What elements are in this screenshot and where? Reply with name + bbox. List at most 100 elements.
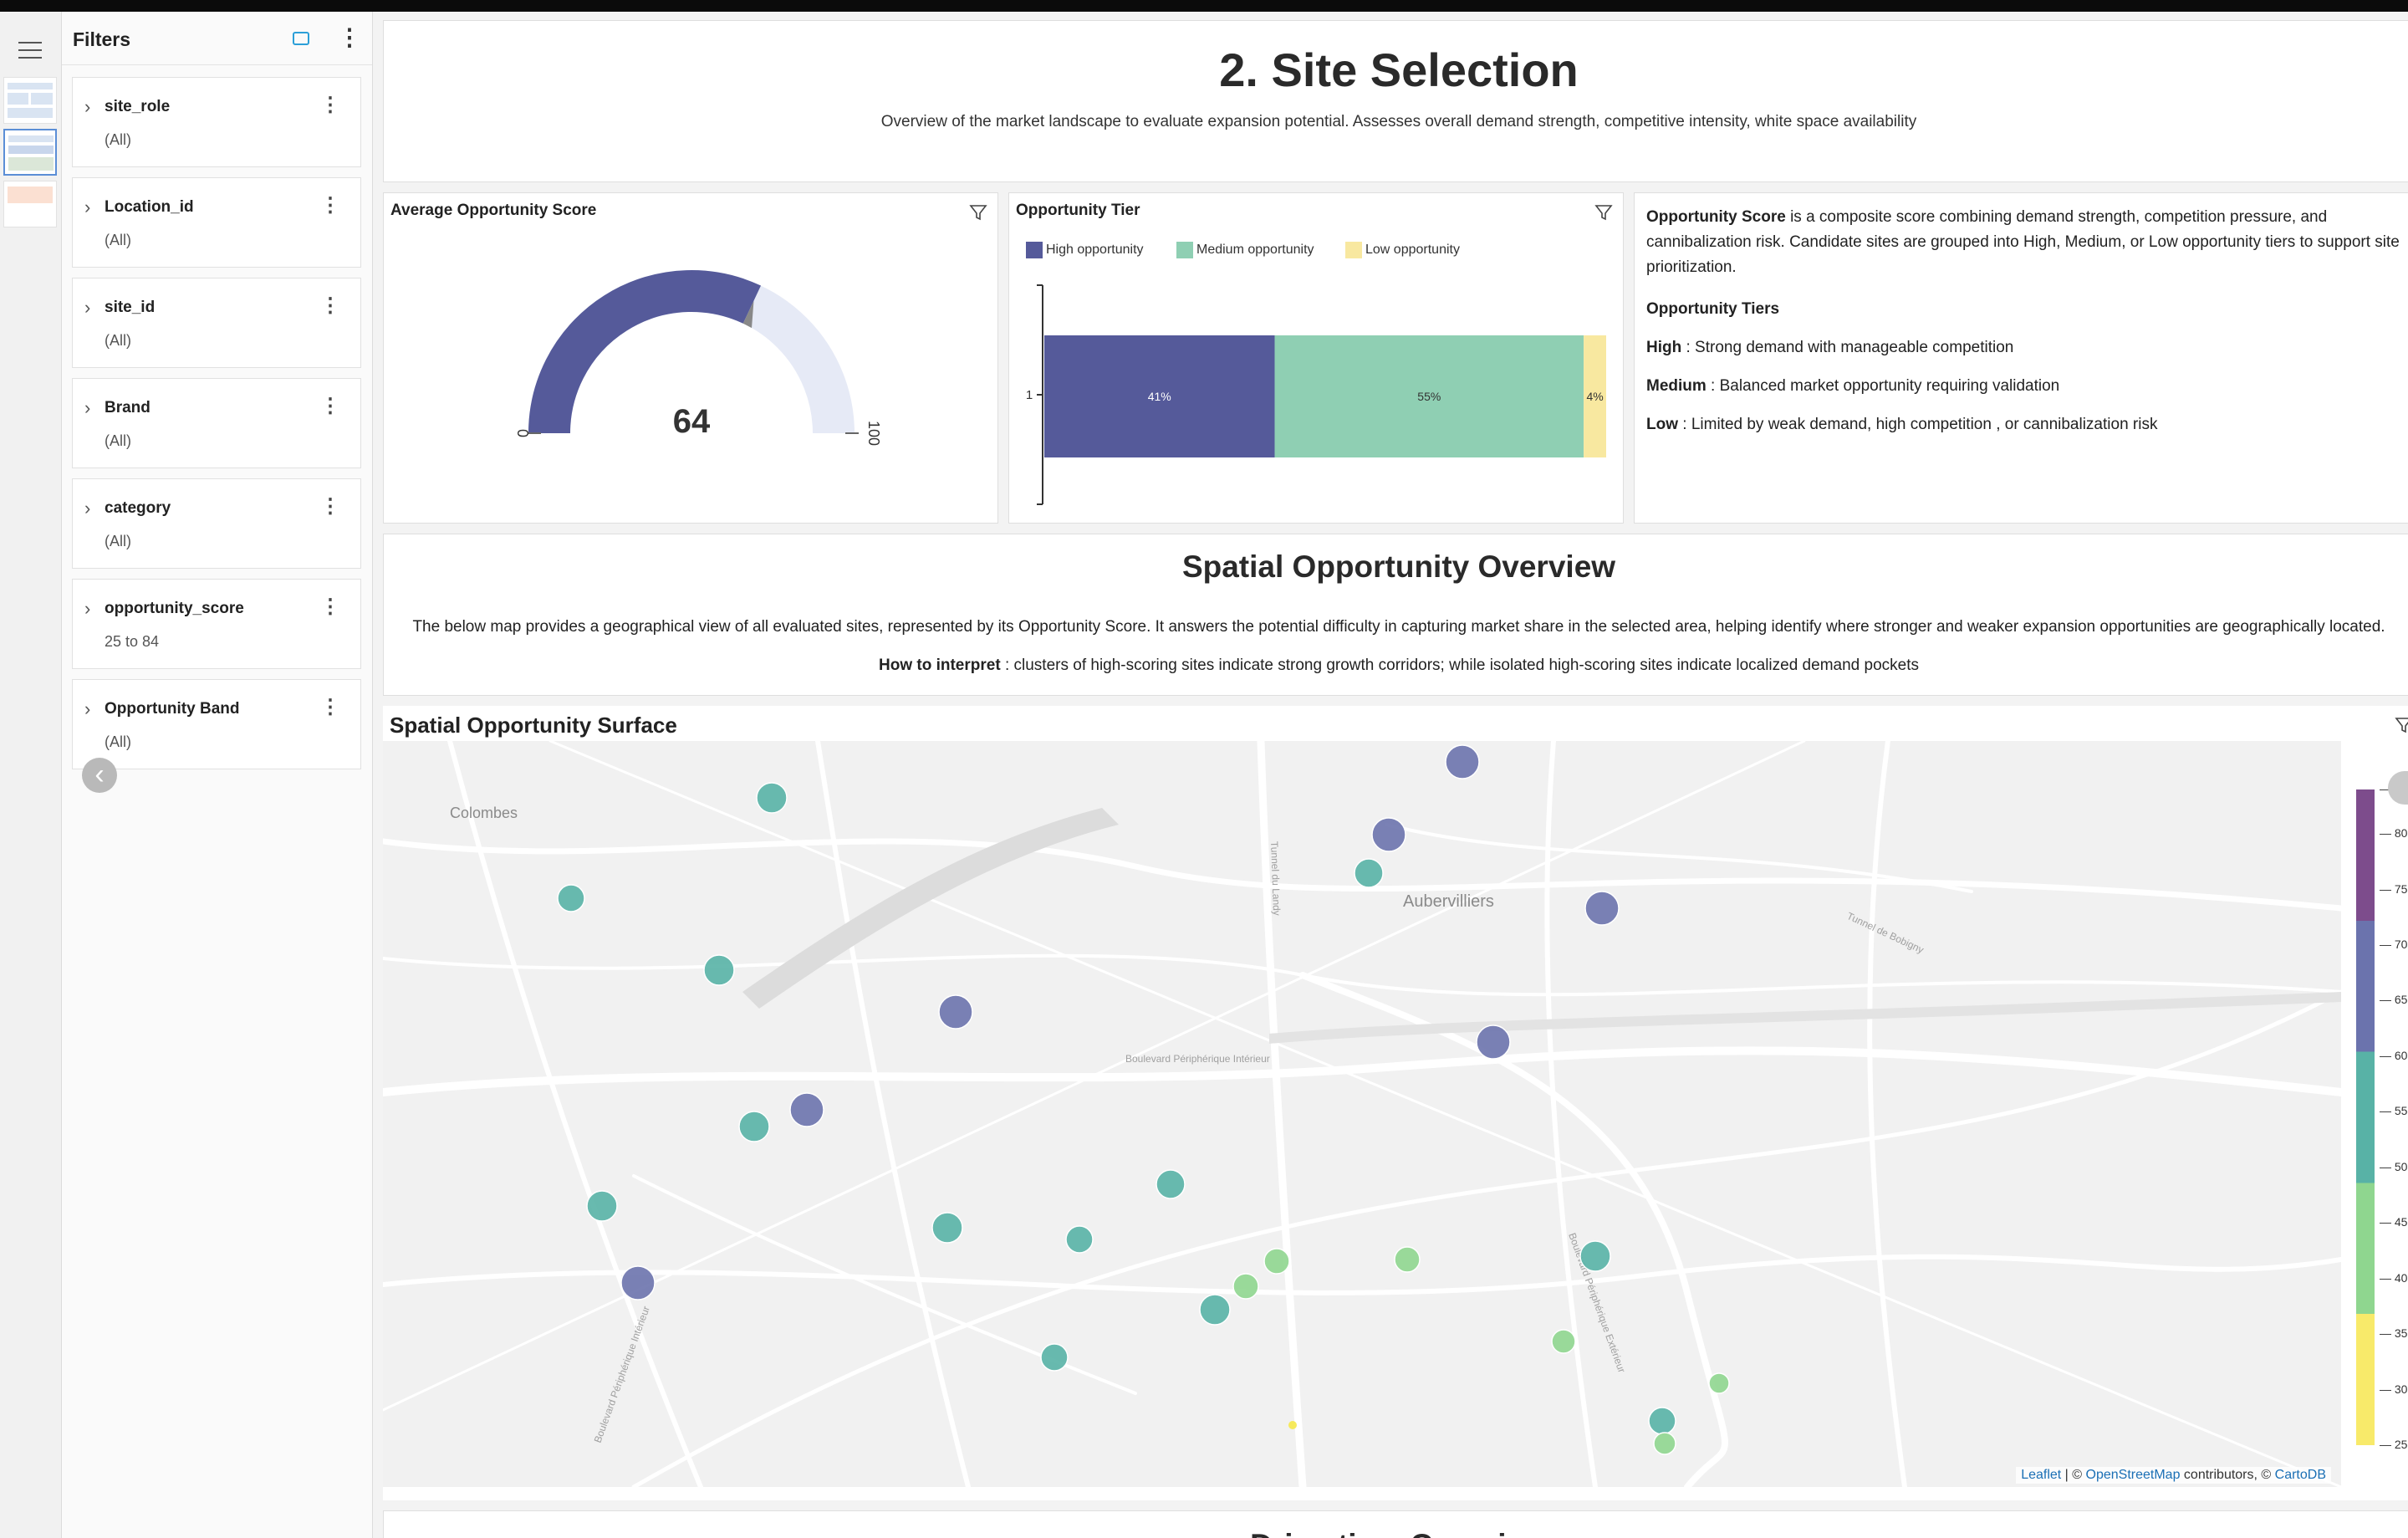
color-scale-tick: — 40 (2380, 1270, 2408, 1285)
site-marker[interactable] (1232, 1273, 1259, 1300)
filter-options-icon[interactable]: ⋮ (320, 294, 340, 317)
site-marker[interactable] (1263, 1248, 1290, 1275)
site-marker[interactable] (1551, 1329, 1576, 1354)
site-marker[interactable] (1199, 1294, 1231, 1326)
site-marker[interactable] (1648, 1407, 1676, 1435)
chevron-right-icon[interactable]: › (84, 498, 91, 519)
map-panel: Spatial Opportunity Surface (383, 706, 2408, 1500)
tier-chart-title: Opportunity Tier (1016, 202, 1140, 219)
filter-value: (All) (105, 332, 131, 349)
site-marker[interactable] (756, 782, 788, 814)
collapse-sidebar-button[interactable]: ‹ (82, 758, 117, 793)
bar-low[interactable] (1584, 335, 1606, 457)
site-marker[interactable] (1354, 858, 1384, 888)
filter-options-icon[interactable]: ⋮ (320, 595, 340, 618)
tier-medium-label: Medium (1646, 377, 1707, 395)
filter-brand[interactable]: › Brand ⋮ (All) (72, 378, 361, 468)
filter-site-role[interactable]: › site_role ⋮ (All) (72, 77, 361, 167)
carto-link[interactable]: CartoDB (2274, 1468, 2326, 1482)
filter-funnel-icon[interactable] (2395, 716, 2408, 734)
legend-high[interactable]: High opportunity (1026, 242, 1144, 258)
site-marker[interactable] (1156, 1169, 1186, 1199)
site-marker[interactable] (1584, 891, 1620, 926)
chevron-right-icon[interactable]: › (84, 96, 91, 117)
site-marker[interactable] (1371, 817, 1406, 852)
site-marker[interactable] (789, 1092, 824, 1127)
bar-high[interactable] (1044, 335, 1275, 457)
filter-funnel-icon[interactable] (969, 203, 987, 222)
chevron-right-icon[interactable]: › (84, 598, 91, 619)
filter-options-icon[interactable]: ⋮ (320, 495, 340, 518)
map-label-aubervilliers: Aubervilliers (1403, 892, 1494, 911)
drive-time-title: Drive-time Overview (384, 1528, 2408, 1538)
filter-site-id[interactable]: › site_id ⋮ (All) (72, 278, 361, 368)
bar-medium[interactable] (1274, 335, 1584, 457)
site-marker[interactable] (1394, 1246, 1421, 1273)
how-to-interpret: How to interpret : clusters of high-scor… (384, 657, 2408, 675)
legend-medium[interactable]: Medium opportunity (1176, 242, 1314, 258)
filter-category[interactable]: › category ⋮ (All) (72, 478, 361, 569)
legend-label: Low opportunity (1365, 243, 1460, 258)
filter-options-icon[interactable]: ⋮ (320, 194, 340, 217)
attribution-separator: | © (2061, 1468, 2086, 1482)
leaflet-map[interactable]: Colombes Aubervilliers Boulevard Périphé… (383, 741, 2341, 1487)
spatial-overview-panel: Spatial Opportunity Overview The below m… (383, 534, 2408, 696)
bar-high-label: 41% (1148, 390, 1171, 403)
map-title: Spatial Opportunity Surface (390, 713, 677, 738)
filter-options-icon[interactable]: ⋮ (320, 696, 340, 718)
site-marker[interactable] (557, 884, 585, 912)
tier-high: High : Strong demand with manageable com… (1646, 335, 2408, 360)
menu-icon[interactable] (18, 42, 42, 60)
filter-opportunity-score[interactable]: › opportunity_score ⋮ 25 to 84 (72, 579, 361, 669)
chevron-right-icon[interactable]: › (84, 297, 91, 318)
page-thumbnail-1[interactable] (3, 77, 57, 124)
site-marker[interactable] (938, 994, 973, 1030)
filter-label: Opportunity Band (105, 700, 240, 718)
site-marker[interactable] (738, 1111, 770, 1142)
report-canvas: 2. Site Selection Overview of the market… (373, 12, 2408, 1538)
chevron-right-icon[interactable]: › (84, 698, 91, 719)
tier-medium-text: : Balanced market opportunity requiring … (1706, 377, 2060, 395)
folder-icon[interactable] (293, 32, 309, 45)
site-marker[interactable] (1708, 1372, 1730, 1394)
site-marker[interactable] (1445, 744, 1480, 779)
expand-panel-button[interactable] (2388, 771, 2408, 805)
interpret-label: How to interpret (879, 657, 1001, 674)
gauge-fill (528, 270, 762, 434)
filter-opportunity-band[interactable]: › Opportunity Band ⋮ (All) (72, 679, 361, 769)
more-options-icon[interactable]: ⋮ (338, 24, 361, 50)
chevron-right-icon[interactable]: › (84, 197, 91, 217)
site-marker[interactable] (1476, 1024, 1511, 1060)
site-marker[interactable] (1653, 1432, 1676, 1455)
color-scale-tick: — 70 (2380, 938, 2408, 952)
page-thumbnail-3[interactable] (3, 181, 57, 227)
legend-label: Medium opportunity (1196, 243, 1314, 258)
leaflet-link[interactable]: Leaflet (2021, 1468, 2062, 1482)
filter-options-icon[interactable]: ⋮ (320, 94, 340, 116)
site-marker[interactable] (931, 1212, 963, 1244)
osm-link[interactable]: OpenStreetMap (2085, 1468, 2181, 1482)
color-scale-tick: — 80 (2380, 826, 2408, 841)
gauge-pointer (742, 300, 754, 329)
color-scale-tick: — 75 (2380, 881, 2408, 896)
site-marker[interactable] (703, 954, 735, 986)
filter-location-id[interactable]: › Location_id ⋮ (All) (72, 177, 361, 268)
site-marker[interactable] (1040, 1343, 1069, 1372)
site-marker[interactable] (1288, 1421, 1297, 1429)
color-scale-tick: — 50 (2380, 1159, 2408, 1173)
chevron-right-icon[interactable]: › (84, 397, 91, 418)
filter-funnel-icon[interactable] (1594, 203, 1613, 222)
page-title: 2. Site Selection (1219, 43, 1579, 96)
site-marker[interactable] (1579, 1240, 1611, 1272)
filter-value: (All) (105, 733, 131, 750)
filter-options-icon[interactable]: ⋮ (320, 395, 340, 417)
site-marker[interactable] (620, 1265, 656, 1300)
legend-low[interactable]: Low opportunity (1345, 242, 1460, 258)
color-scale-tick: — 25 (2380, 1438, 2408, 1451)
tier-low: Low : Limited by weak demand, high compe… (1646, 412, 2408, 437)
site-marker[interactable] (1065, 1225, 1094, 1254)
page-thumbnail-2[interactable] (3, 129, 57, 176)
score-term: Opportunity Score (1646, 208, 1786, 226)
site-marker[interactable] (586, 1190, 618, 1222)
filter-label: Brand (105, 399, 150, 416)
